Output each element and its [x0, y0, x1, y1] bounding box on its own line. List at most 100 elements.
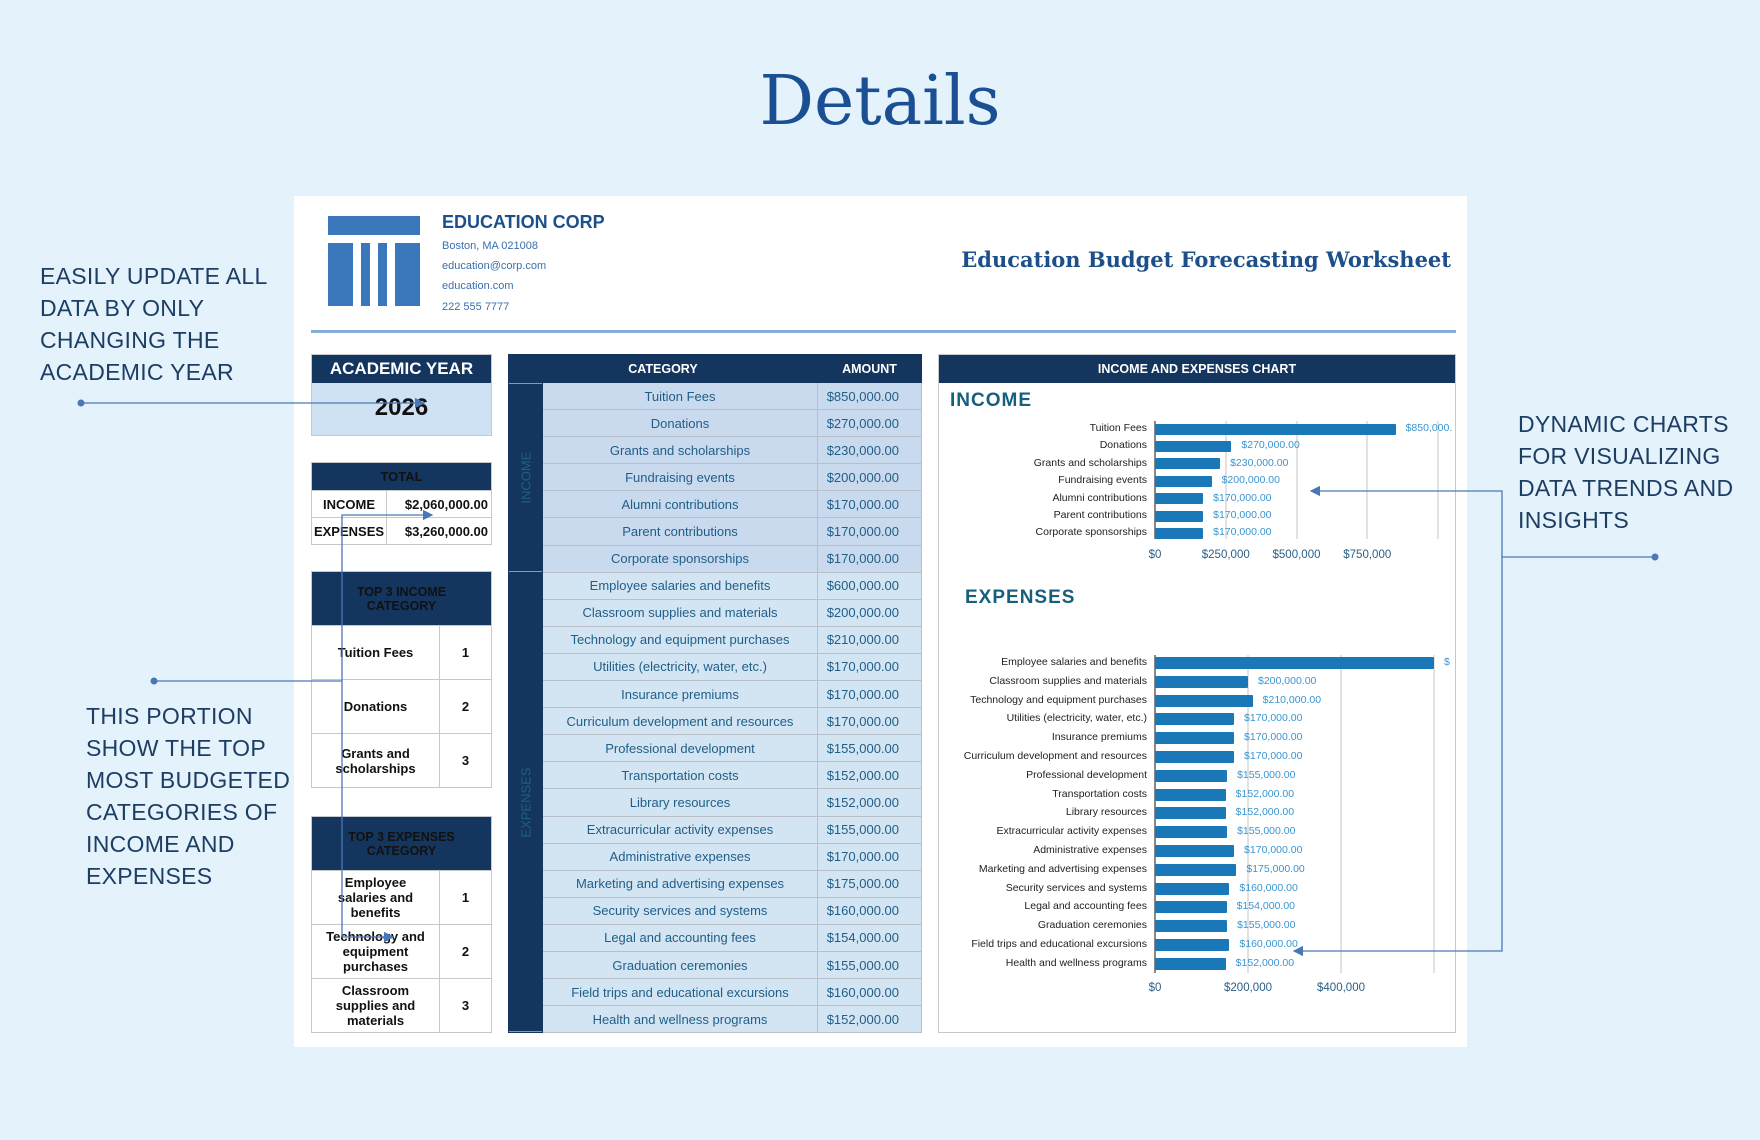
x-tick-label: $500,000	[1272, 549, 1321, 561]
annotation-line: EXPENSES	[86, 863, 213, 889]
amount-cell[interactable]: $175,000.00	[817, 869, 922, 898]
table-row: Corporate sponsorships $170,000.00	[509, 544, 922, 573]
table-row: Grants and scholarships $230,000.00	[509, 436, 922, 465]
bar	[1155, 845, 1235, 857]
amount-cell[interactable]: $170,000.00	[817, 517, 922, 546]
category-cell[interactable]: Professional development	[542, 734, 818, 763]
bar	[1155, 694, 1253, 707]
amount-cell[interactable]: $152,000.00	[817, 761, 922, 790]
bar	[1155, 510, 1204, 522]
table-row: Legal and accounting fees $154,000.00	[509, 923, 922, 952]
amount-cell[interactable]: $170,000.00	[817, 544, 922, 573]
category-cell[interactable]: Health and wellness programs	[542, 1005, 818, 1034]
company-website: education.com	[442, 280, 514, 293]
amount-cell[interactable]: $160,000.00	[817, 978, 922, 1007]
amount-cell[interactable]: $210,000.00	[817, 625, 922, 654]
top-expenses-name: Employee salaries and benefits	[311, 870, 440, 925]
amount-cell[interactable]: $170,000.00	[817, 707, 922, 736]
amount-cell[interactable]: $170,000.00	[817, 680, 922, 709]
bar-category-label: Fundraising events	[1058, 474, 1147, 487]
amount-cell[interactable]: $200,000.00	[817, 598, 922, 627]
bar	[1155, 788, 1226, 801]
top-income-row: Grants and scholarships 3	[311, 733, 492, 788]
amount-cell[interactable]: $152,000.00	[817, 788, 922, 817]
category-cell[interactable]: Employee salaries and benefits	[542, 571, 818, 600]
amount-cell[interactable]: $160,000.00	[817, 896, 922, 925]
company-address: Boston, MA 021008	[442, 240, 539, 252]
bar	[1155, 527, 1204, 539]
bar	[1155, 957, 1226, 970]
academic-year-box: ACADEMIC YEAR 2026	[311, 354, 492, 436]
amount-cell[interactable]: $850,000.00	[817, 381, 922, 411]
top-income-header: TOP 3 INCOME CATEGORY	[311, 571, 492, 626]
annotation-line: CHANGING THE	[40, 327, 220, 353]
company-phone: 222 555 7777	[442, 300, 510, 313]
category-cell[interactable]: Insurance premiums	[542, 680, 818, 709]
bar-category-label: Transportation costs	[1052, 787, 1147, 800]
amount-cell[interactable]: $170,000.00	[817, 842, 922, 871]
bar	[1155, 863, 1237, 876]
category-cell[interactable]: Classroom supplies and materials	[542, 598, 818, 627]
category-cell[interactable]: Corporate sponsorships	[542, 544, 818, 573]
table-row: Utilities (electricity, water, etc.) $170…	[509, 652, 922, 682]
annotation-line: EASILY UPDATE ALL	[40, 263, 268, 289]
amount-cell[interactable]: $170,000.00	[817, 490, 922, 519]
bar-value-label: $200,000.00	[1258, 674, 1317, 687]
bar-category-label: Utilities (electricity, water, etc.)	[1006, 712, 1147, 725]
table-row: Alumni contributions $170,000.00	[509, 490, 922, 519]
worksheet-title: Education Budget Forecasting Worksheet	[961, 247, 1451, 272]
category-cell[interactable]: Curriculum development and resources	[542, 707, 818, 736]
bar-value-label: $152,000.00	[1235, 806, 1295, 819]
category-cell[interactable]: Field trips and educational excursions	[542, 978, 818, 1007]
category-cell[interactable]: Tuition Fees	[542, 381, 818, 411]
table-row: INCOME Tuition Fees $850,000.00	[508, 381, 922, 573]
category-cell[interactable]: Marketing and advertising expenses	[542, 869, 818, 898]
category-cell[interactable]: Technology and equipment purchases	[542, 625, 818, 654]
amount-cell[interactable]: $230,000.00	[817, 436, 922, 465]
category-cell[interactable]: Legal and accounting fees	[542, 923, 818, 952]
bar	[1155, 493, 1204, 505]
academic-year-input[interactable]: 2026	[374, 394, 429, 421]
top-expenses-table: TOP 3 EXPENSES CATEGORY Employee salarie…	[311, 816, 492, 1033]
bar	[1155, 713, 1235, 726]
amount-cell[interactable]: $155,000.00	[817, 734, 922, 763]
gridline	[1433, 655, 1435, 973]
annotation-line: SHOW THE TOP	[86, 735, 266, 761]
category-cell[interactable]: Alumni contributions	[542, 490, 818, 519]
category-cell[interactable]: Parent contributions	[542, 517, 818, 546]
bar	[1155, 732, 1235, 745]
category-cell[interactable]: Grants and scholarships	[542, 436, 818, 465]
table-row: Administrative expenses $170,000.00	[509, 842, 922, 871]
bar-category-label: Technology and equipment purchases	[970, 693, 1147, 706]
annotation-line: INSIGHTS	[1518, 507, 1630, 533]
amount-cell[interactable]: $600,000.00	[817, 571, 922, 600]
bar	[1155, 882, 1230, 895]
category-cell[interactable]: Donations	[542, 409, 818, 438]
annotation-line: DYNAMIC CHARTS	[1518, 411, 1729, 437]
category-cell[interactable]: Administrative expenses	[542, 842, 818, 871]
bar	[1155, 920, 1228, 933]
category-cell[interactable]: Utilities (electricity, water, etc.)	[542, 652, 818, 682]
category-cell[interactable]: Extracurricular activity expenses	[542, 815, 818, 844]
bar-category-label: Parent contributions	[1053, 509, 1147, 521]
worksheet-card: EDUCATION CORP Boston, MA 021008 educati…	[294, 196, 1467, 1047]
category-cell[interactable]: Security services and systems	[542, 896, 818, 925]
category-cell[interactable]: Library resources	[542, 788, 818, 817]
category-cell[interactable]: Transportation costs	[542, 761, 818, 790]
top-income-name: Donations	[311, 679, 440, 734]
category-cell[interactable]: Graduation ceremonies	[542, 950, 818, 980]
amount-cell[interactable]: $152,000.00	[817, 1005, 922, 1034]
bar	[1155, 751, 1235, 763]
bar	[1155, 675, 1248, 688]
totals-header: TOTAL	[311, 462, 492, 491]
amount-cell[interactable]: $170,000.00	[817, 652, 922, 682]
amount-cell[interactable]: $270,000.00	[817, 409, 922, 438]
bar-category-label: Field trips and educational excursions	[971, 938, 1147, 950]
x-tick-label: $0	[1148, 982, 1162, 994]
bar	[1155, 901, 1227, 914]
bar-category-label: Professional development	[1026, 768, 1147, 781]
amount-cell[interactable]: $154,000.00	[817, 923, 922, 952]
table-row: Fundraising events $200,000.00	[509, 463, 922, 492]
bar-value-label: $155,000.00	[1237, 768, 1296, 781]
category-cell[interactable]: Fundraising events	[542, 463, 818, 492]
